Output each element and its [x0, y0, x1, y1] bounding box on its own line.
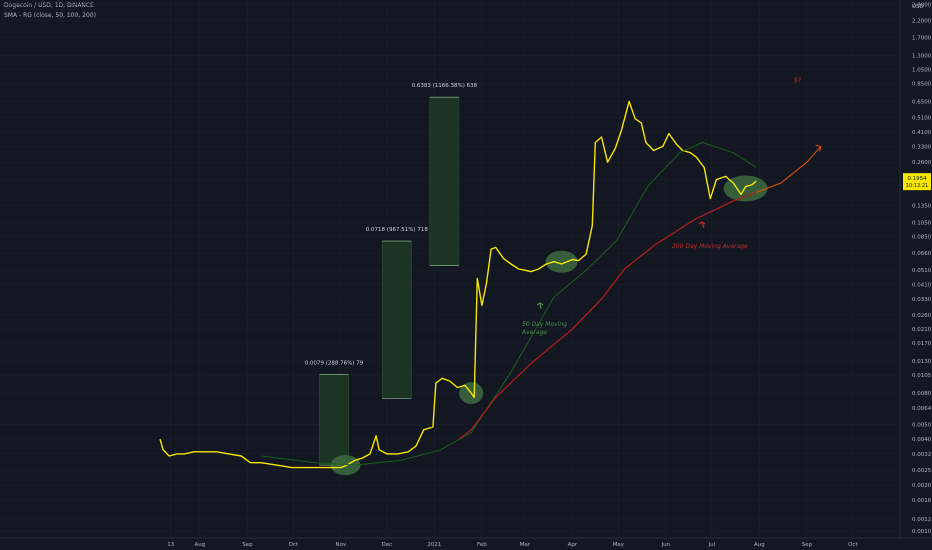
price-tick-label: 0.0130	[912, 359, 932, 365]
series-line-price	[159, 100, 757, 469]
current-price-tag	[903, 173, 931, 191]
time-tick-label: Apr	[568, 542, 578, 548]
price-tick-label: 0.0170	[912, 341, 932, 347]
indicator-label: SMA - RG (close, 50, 100, 200)	[4, 12, 96, 19]
time-tick-label: Dec	[382, 542, 393, 548]
price-tick-label: 0.0012	[912, 517, 931, 523]
time-tick-label: 13	[167, 542, 174, 548]
price-axis: 2.8000 2.2000 1.7000 1.3000 1.0500 0.8500 0.65…	[899, 0, 932, 550]
time-tick-label: Jun	[661, 542, 671, 548]
price-tick-label: 0.2600	[912, 160, 932, 166]
ma50-label-line2: Average	[521, 329, 547, 336]
measurement-box	[319, 374, 349, 466]
time-tick-label: Nov	[336, 542, 347, 548]
time-tick-label: Aug	[194, 542, 205, 548]
projection-line	[756, 146, 822, 193]
price-tick-label: 0.0020	[912, 483, 932, 489]
price-tick-label: 0.0010	[912, 529, 932, 535]
price-tick-label: 0.0064	[912, 406, 932, 412]
price-tick-label: 0.0032	[912, 452, 931, 458]
price-tick-label: 0.0210	[912, 327, 932, 333]
price-tick-label: 0.0510	[912, 268, 932, 274]
price-tick-label: 0.1050	[912, 220, 932, 226]
current-price-label: 0.1954	[907, 176, 927, 182]
price-tick-label: 0.0080	[912, 391, 932, 397]
time-tick-label: Mar	[520, 542, 531, 548]
grid	[0, 0, 900, 538]
series-line-sma50	[261, 142, 757, 466]
time-tick-label: May	[613, 542, 625, 548]
ma200-label: 200 Day Moving Average	[672, 243, 748, 250]
highlight-ellipse	[545, 250, 578, 273]
price-tick-label: 0.0105	[912, 373, 932, 379]
price-tick-label: 2.8000	[912, 3, 932, 9]
price-tick-label: 0.0025	[912, 468, 932, 474]
price-tick-label: 1.0500	[912, 68, 932, 74]
price-axis-background	[900, 0, 932, 550]
measurement-box	[382, 240, 412, 399]
price-unit-label: USD	[912, 4, 924, 10]
highlight-ellipse	[723, 175, 768, 202]
price-tick-label: 0.0410	[912, 283, 932, 289]
time-tick-label: Sep	[242, 542, 253, 548]
price-tick-label: 0.0850	[912, 234, 932, 240]
measurement-label: 0.6383 (1166.38%) 638	[412, 83, 478, 89]
time-tick-label: Sep	[802, 542, 813, 548]
time-tick-label: Jul	[708, 542, 716, 548]
price-tick-label: 1.3000	[912, 53, 932, 59]
measurement-box	[429, 96, 460, 266]
price-tick-label: 2.2000	[912, 19, 932, 25]
countdown-label: 10:13:21	[906, 183, 928, 189]
price-tick-label: 0.4100	[912, 130, 932, 136]
price-tick-label: 0.0260	[912, 313, 932, 319]
measurement-label: 0.0079 (288.76%) 79	[305, 360, 364, 366]
price-tick-label: 0.5100	[912, 116, 932, 122]
time-axis: 13 Aug Sep Oct Nov Dec 2021 Feb Mar Apr May Jun Jul A…	[0, 537, 932, 548]
price-tick-label: 0.6500	[912, 99, 932, 105]
price-tick-label: 0.8500	[912, 82, 932, 88]
mark-label: $?	[794, 77, 802, 84]
time-tick-label: Oct	[289, 542, 299, 548]
price-tick-label: 0.3300	[912, 144, 932, 150]
price-tick-label: 0.1350	[912, 204, 932, 210]
ma50-label-line1: 50 Day Moving	[522, 321, 567, 328]
series	[159, 100, 822, 469]
price-tick-label: 0.0660	[912, 251, 932, 257]
price-tick-label: 0.0016	[912, 498, 932, 504]
ma200-arrow-icon	[698, 221, 706, 229]
price-tick-label: 0.0050	[912, 422, 932, 428]
chart-title: Dogecoin / USD, 1D, BINANCE	[4, 2, 94, 9]
ma50-arrow-icon	[536, 301, 544, 310]
projection-arrowhead	[815, 144, 822, 152]
series-line-sma200	[458, 191, 757, 440]
time-tick-label: Feb	[477, 542, 487, 548]
measurement-label: 0.0718 (967.51%) 718	[366, 227, 429, 233]
price-tick-label: 1.7000	[912, 36, 932, 42]
price-tick-label: 0.0330	[912, 297, 932, 303]
time-tick-label: Aug	[754, 542, 765, 548]
measurement-boxes: 0.0079 (288.76%) 79 0.0718 (967.51%) 718 0…	[305, 83, 768, 476]
time-tick-label: Oct	[848, 542, 858, 548]
price-tick-label: 0.0040	[912, 437, 932, 443]
time-tick-label: 2021	[427, 542, 441, 548]
